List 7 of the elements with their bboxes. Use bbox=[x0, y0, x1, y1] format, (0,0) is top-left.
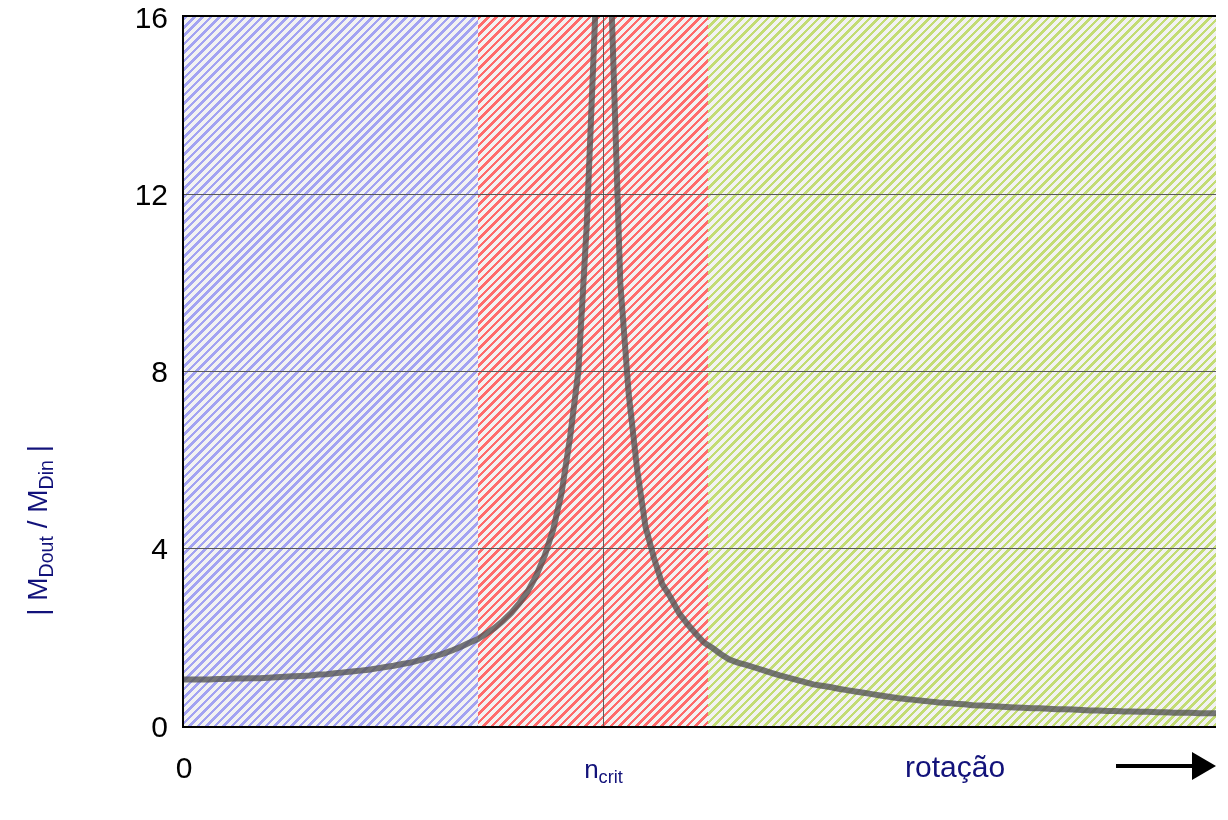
y-tick-label: 12 bbox=[134, 177, 168, 211]
x-tick-label: n$_{crit}$ bbox=[584, 754, 623, 788]
y-tick-label: 16 bbox=[134, 0, 168, 34]
y-tick-label: 4 bbox=[151, 532, 168, 566]
y-tick-label: 0 bbox=[151, 709, 168, 743]
x-axis-title: rotação bbox=[905, 750, 1006, 783]
y-tick-label: 8 bbox=[151, 355, 168, 388]
